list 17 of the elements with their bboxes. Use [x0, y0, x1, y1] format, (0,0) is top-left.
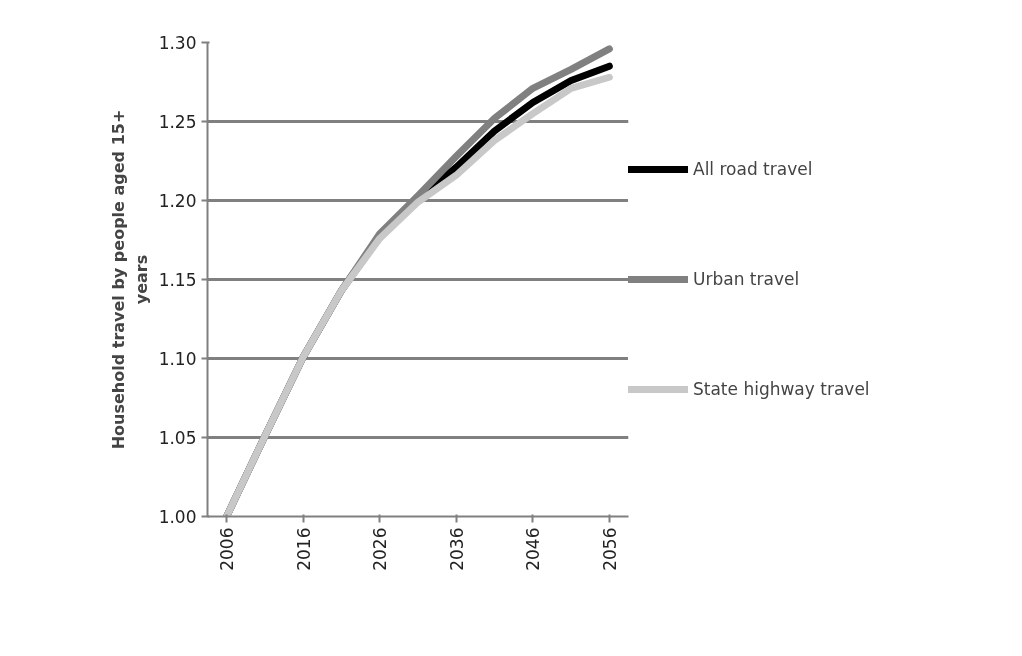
- x-tick-label: 2056: [599, 527, 620, 571]
- legend-label: All road travel: [693, 159, 813, 179]
- y-tick-label: 1.00: [158, 507, 197, 527]
- y-tick-label: 1.30: [158, 33, 197, 53]
- x-tick-label: 2046: [523, 527, 544, 571]
- legend-label: Urban travel: [693, 269, 800, 289]
- y-tick-label: 1.05: [158, 428, 197, 448]
- y-tick-label: 1.25: [158, 112, 197, 132]
- y-tick-label: 1.20: [158, 191, 197, 211]
- legend-label: State highway travel: [693, 379, 870, 399]
- x-tick-label: 2026: [370, 527, 391, 571]
- y-tick-label: 1.10: [158, 349, 197, 369]
- y-tick-label: 1.15: [158, 270, 197, 290]
- x-tick-label: 2016: [293, 527, 314, 571]
- y-axis-title: Household travel by people aged 15+ years: [108, 109, 151, 450]
- x-tick-label: 2036: [446, 527, 467, 571]
- x-tick-label: 2006: [217, 527, 238, 571]
